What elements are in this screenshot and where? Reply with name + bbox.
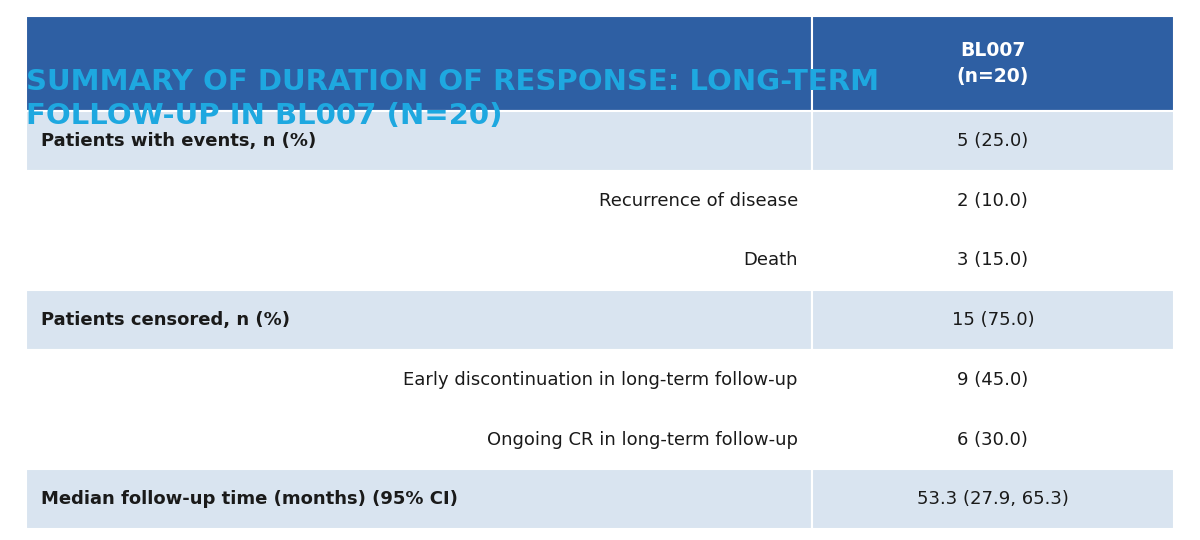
Bar — [26, 16, 812, 111]
Bar — [812, 16, 1174, 111]
Bar — [26, 111, 812, 171]
Text: Patients with events, n (%): Patients with events, n (%) — [41, 132, 316, 150]
Text: SUMMARY OF DURATION OF RESPONSE: LONG-TERM
FOLLOW-UP IN BL007 (N=20): SUMMARY OF DURATION OF RESPONSE: LONG-TE… — [26, 68, 880, 130]
Bar — [812, 350, 1174, 410]
Text: 53.3 (27.9, 65.3): 53.3 (27.9, 65.3) — [917, 490, 1069, 508]
Text: Early discontinuation in long-term follow-up: Early discontinuation in long-term follo… — [403, 371, 798, 389]
Text: Death: Death — [743, 252, 798, 269]
Bar — [26, 231, 812, 291]
Text: 3 (15.0): 3 (15.0) — [958, 252, 1028, 269]
Bar — [812, 111, 1174, 171]
Text: 2 (10.0): 2 (10.0) — [958, 192, 1028, 210]
Bar — [812, 171, 1174, 231]
Bar — [812, 231, 1174, 291]
Text: Patients censored, n (%): Patients censored, n (%) — [41, 311, 290, 329]
Text: 9 (45.0): 9 (45.0) — [958, 371, 1028, 389]
Text: 5 (25.0): 5 (25.0) — [958, 132, 1028, 150]
Bar — [26, 171, 812, 231]
Bar — [812, 469, 1174, 529]
Text: Median follow-up time (months) (95% CI): Median follow-up time (months) (95% CI) — [41, 490, 457, 508]
Bar — [26, 291, 812, 350]
Text: 6 (30.0): 6 (30.0) — [958, 430, 1028, 449]
Bar — [26, 410, 812, 469]
Text: 15 (75.0): 15 (75.0) — [952, 311, 1034, 329]
Bar — [26, 350, 812, 410]
Text: BL007
(n=20): BL007 (n=20) — [956, 41, 1030, 86]
Text: Ongoing CR in long-term follow-up: Ongoing CR in long-term follow-up — [487, 430, 798, 449]
Bar — [812, 410, 1174, 469]
Text: Recurrence of disease: Recurrence of disease — [599, 192, 798, 210]
Bar — [812, 291, 1174, 350]
Bar — [26, 469, 812, 529]
